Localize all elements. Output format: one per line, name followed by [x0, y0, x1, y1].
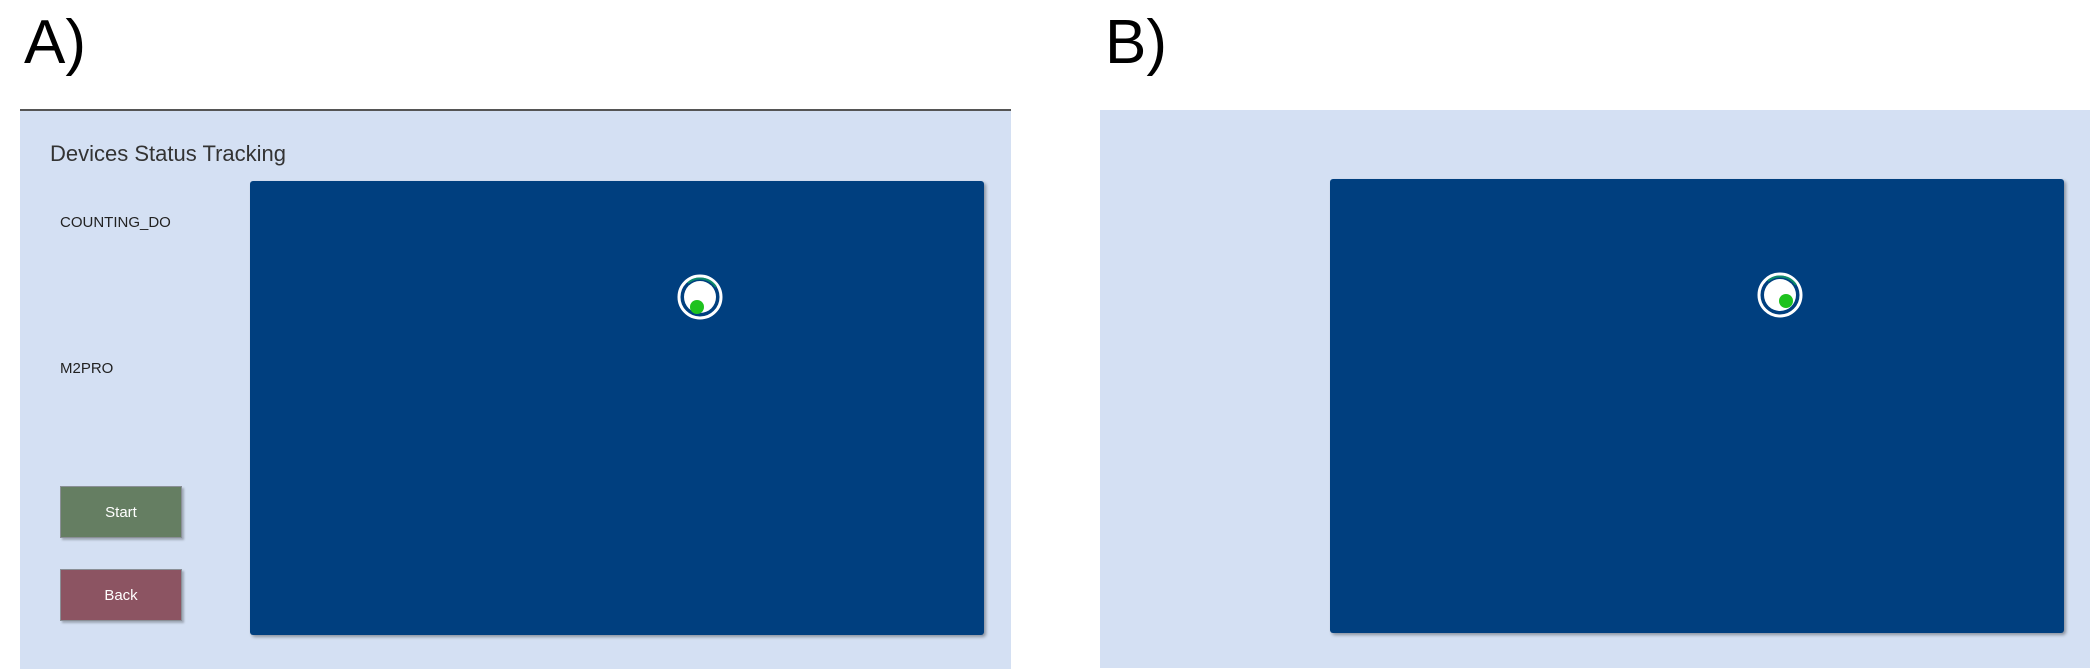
device-label-m2pro: M2PRO: [60, 360, 114, 377]
start-button[interactable]: Start: [60, 486, 182, 538]
back-button-label: Back: [104, 586, 138, 604]
device-label-counting-do: COUNTING_DO: [60, 214, 171, 231]
figure-label-b: B): [1105, 8, 1167, 77]
tracking-area[interactable]: [1330, 179, 2064, 633]
page-title: Devices Status Tracking: [50, 141, 286, 166]
start-button-label: Start: [105, 503, 137, 521]
device-location-icon[interactable]: [676, 273, 724, 321]
back-button[interactable]: Back: [60, 569, 182, 621]
tracking-area[interactable]: [250, 181, 984, 635]
panel-a-screen: Devices Status Tracking COUNTING_DO M2PR…: [20, 109, 1011, 669]
device-location-icon[interactable]: [1756, 271, 1804, 319]
figure-label-a: A): [24, 8, 86, 77]
panel-b-screen: [1100, 110, 2090, 668]
